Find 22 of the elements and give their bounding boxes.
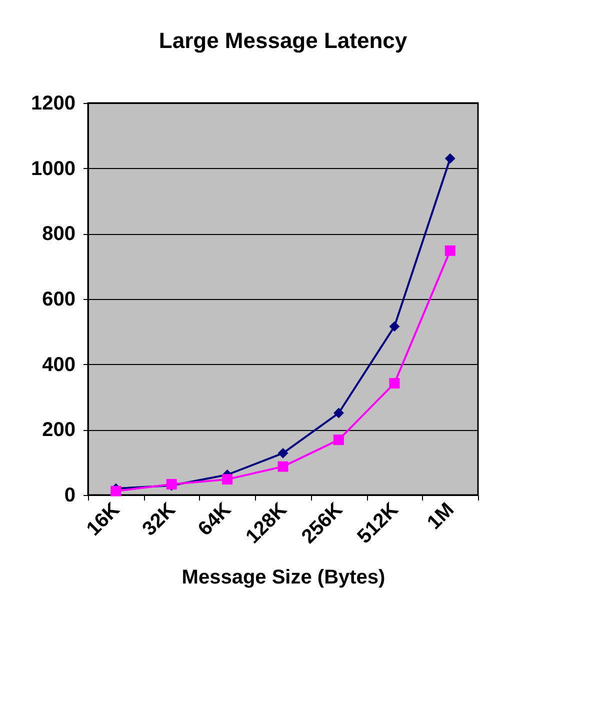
y-tick-label: 800 [42,223,76,246]
point [110,486,122,496]
x-tick-label: 64K [194,498,236,540]
y-tick-label: 600 [42,288,76,310]
y-tick-label: 400 [42,354,76,376]
y-tick-label: 200 [42,419,76,442]
point [444,245,456,256]
y-tick-label: 0 [64,484,76,506]
x-tick-label: 1M [423,498,458,534]
x-axis-title: Message Size (Bytes) [182,566,386,588]
point [389,378,400,389]
point [278,448,288,458]
point [278,461,288,472]
point [333,434,344,446]
point [333,408,344,418]
point [389,321,400,332]
y-tick-label: 1200 [31,92,76,114]
point [222,474,233,485]
chart-title: Large Message Latency [158,28,408,53]
y-tick-label: 1000 [31,158,76,180]
x-tick-label: 32K [138,498,180,540]
point [444,153,456,164]
